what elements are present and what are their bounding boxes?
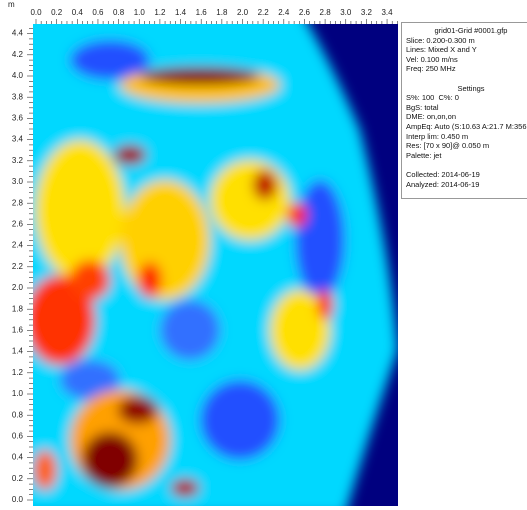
- x-tick-label: 0.2: [51, 8, 63, 17]
- y-tick-label: 0.6: [12, 432, 24, 441]
- y-tick-label: 3.2: [12, 156, 24, 165]
- y-tick-label: 0.4: [12, 453, 24, 462]
- x-tick-label: 1.4: [175, 8, 187, 17]
- setting-line: S%: 100 C%: 0: [406, 93, 459, 103]
- setting-line: Palette: jet: [406, 150, 442, 160]
- date-line: Analyzed: 2014-06-19: [406, 179, 480, 189]
- y-tick-label: 1.8: [12, 304, 24, 313]
- file-title: grid01-Grid #0001.gfp: [434, 26, 508, 35]
- y-tick-label: 1.4: [12, 347, 24, 356]
- x-tick-label: 0.4: [72, 8, 84, 17]
- y-tick-label: 2.0: [12, 283, 24, 292]
- y-tick-label: 2.6: [12, 220, 24, 229]
- info-line: Lines: Mixed X and Y: [406, 45, 477, 55]
- amplitude-map: [33, 24, 398, 506]
- x-tick-label: 3.4: [381, 8, 393, 17]
- y-tick-label: 2.8: [12, 198, 24, 207]
- y-tick-label: 4.2: [12, 50, 24, 59]
- x-tick-label: 2.0: [237, 8, 249, 17]
- x-tick-label: 3.2: [361, 8, 373, 17]
- x-tick-label: 0.6: [92, 8, 104, 17]
- y-tick-label: 0.8: [12, 410, 24, 419]
- slice-view: m 0.0 0.2 0: [8, 0, 398, 506]
- x-tick-label: 0.8: [113, 8, 125, 17]
- setting-line: BgS: total: [406, 102, 439, 112]
- y-tick-label: 3.0: [12, 177, 24, 186]
- y-tick-label: 1.0: [12, 389, 24, 398]
- x-tick-label: 1.6: [196, 8, 208, 17]
- y-tick-label: 4.4: [12, 29, 24, 38]
- info-line: Freq: 250 MHz: [406, 64, 456, 74]
- y-tick-label: 1.2: [12, 368, 24, 377]
- y-tick-label: 3.4: [12, 135, 24, 144]
- info-line: Vel: 0.100 m/ns: [406, 54, 458, 64]
- info-panel: grid01-Grid #0001.gfp Slice: 0.200-0.300 …: [401, 22, 527, 199]
- y-tick-label: 3.6: [12, 114, 24, 123]
- x-tick-label: 0.0: [30, 8, 42, 17]
- setting-line: DME: on,on,on: [406, 112, 457, 122]
- y-tick-label: 0.0: [12, 495, 24, 504]
- y-tick-label: 3.8: [12, 92, 24, 101]
- y-tick-label: 2.2: [12, 262, 24, 271]
- info-line: Slice: 0.200-0.300 m: [406, 35, 475, 45]
- x-tick-label: 2.6: [299, 8, 311, 17]
- axes: 0.0 0.2 0.4 0.6 0.8 1.0 1.2 1.4 1.6 1.8 2.0 2.2 2.4 2…: [12, 8, 398, 504]
- axis-unit: m: [8, 0, 15, 9]
- x-tick-label: 3.0: [340, 8, 352, 17]
- x-tick-label: 2.4: [278, 8, 290, 17]
- x-tick-label: 1.2: [154, 8, 166, 17]
- x-tick-label: 2.8: [320, 8, 332, 17]
- date-line: Collected: 2014-06-19: [406, 169, 480, 179]
- y-tick-label: 2.4: [12, 241, 24, 250]
- x-tick-label: 1.8: [216, 8, 228, 17]
- x-tick-label: 1.0: [134, 8, 146, 17]
- setting-line: AmpEq: Auto (S:10.63 A:21.7 M:356: [406, 121, 527, 131]
- spacer: [406, 160, 527, 170]
- y-tick-label: 1.6: [12, 326, 24, 335]
- spacer: [406, 74, 527, 84]
- settings-title: Settings: [457, 83, 485, 93]
- setting-line: Interp lim: 0.450 m: [406, 131, 469, 141]
- x-tick-label: 2.2: [258, 8, 270, 17]
- setting-line: Res: [70 x 90]@ 0.050 m: [406, 141, 490, 151]
- y-tick-label: 0.2: [12, 474, 24, 483]
- y-tick-label: 4.0: [12, 71, 24, 80]
